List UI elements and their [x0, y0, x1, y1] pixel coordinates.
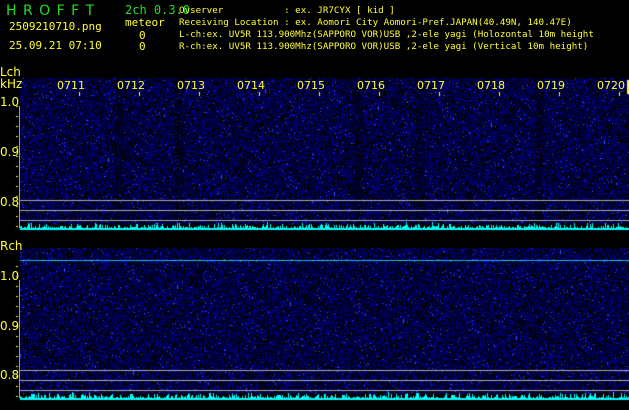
- observer-info: Ovserver : ex. JR7CYX [ kid ]: [179, 5, 395, 16]
- lch-label: Lch: [0, 65, 21, 79]
- time-label: 0716: [357, 79, 385, 92]
- meteor-rch-count: 0: [139, 40, 146, 53]
- rch-tick-0.9: 0.9: [0, 319, 20, 333]
- time-label: 0718: [477, 79, 505, 92]
- rch-tick-0.8: 0.8: [0, 368, 20, 382]
- khz-unit-label: kHz: [0, 77, 23, 91]
- lch-tick-0.9: 0.9: [0, 145, 20, 159]
- time-label: 0714: [237, 79, 265, 92]
- lch-tick-0.8: 0.8: [0, 195, 20, 209]
- app-title: H R O F F T: [6, 3, 96, 19]
- meteor-lch-count: 0: [139, 29, 146, 42]
- lch-y-axis: [19, 106, 20, 228]
- rch-label: Rch: [0, 239, 23, 253]
- time-label: 0715: [297, 79, 325, 92]
- lch-info: L-ch:ex. UV5R 113.900Mhz(SAPPORO VOR)USB…: [179, 29, 594, 40]
- time-label: 0717: [417, 79, 445, 92]
- time-label: 0712: [117, 79, 145, 92]
- time-label: 0713: [177, 79, 205, 92]
- meteor-label: meteor: [125, 16, 165, 29]
- time-label: 0719: [537, 79, 565, 92]
- location-info: Receiving Location : ex. Aomori City Aom…: [179, 17, 572, 28]
- rch-tick-1.0: 1.0: [0, 269, 20, 283]
- lch-tick-1.0: 1.0: [0, 95, 20, 109]
- time-label: 0711: [57, 79, 85, 92]
- rch-info: R-ch:ex. UV5R 113.900Mhz(SAPPORO VOR)USB…: [179, 41, 589, 52]
- app-version: 2ch 0.3.0: [125, 3, 191, 17]
- file-name: 2509210710.png: [9, 20, 102, 33]
- file-datetime: 25.09.21 07:10: [9, 39, 102, 52]
- time-label: 0720: [597, 79, 625, 92]
- rch-y-axis: [19, 280, 20, 398]
